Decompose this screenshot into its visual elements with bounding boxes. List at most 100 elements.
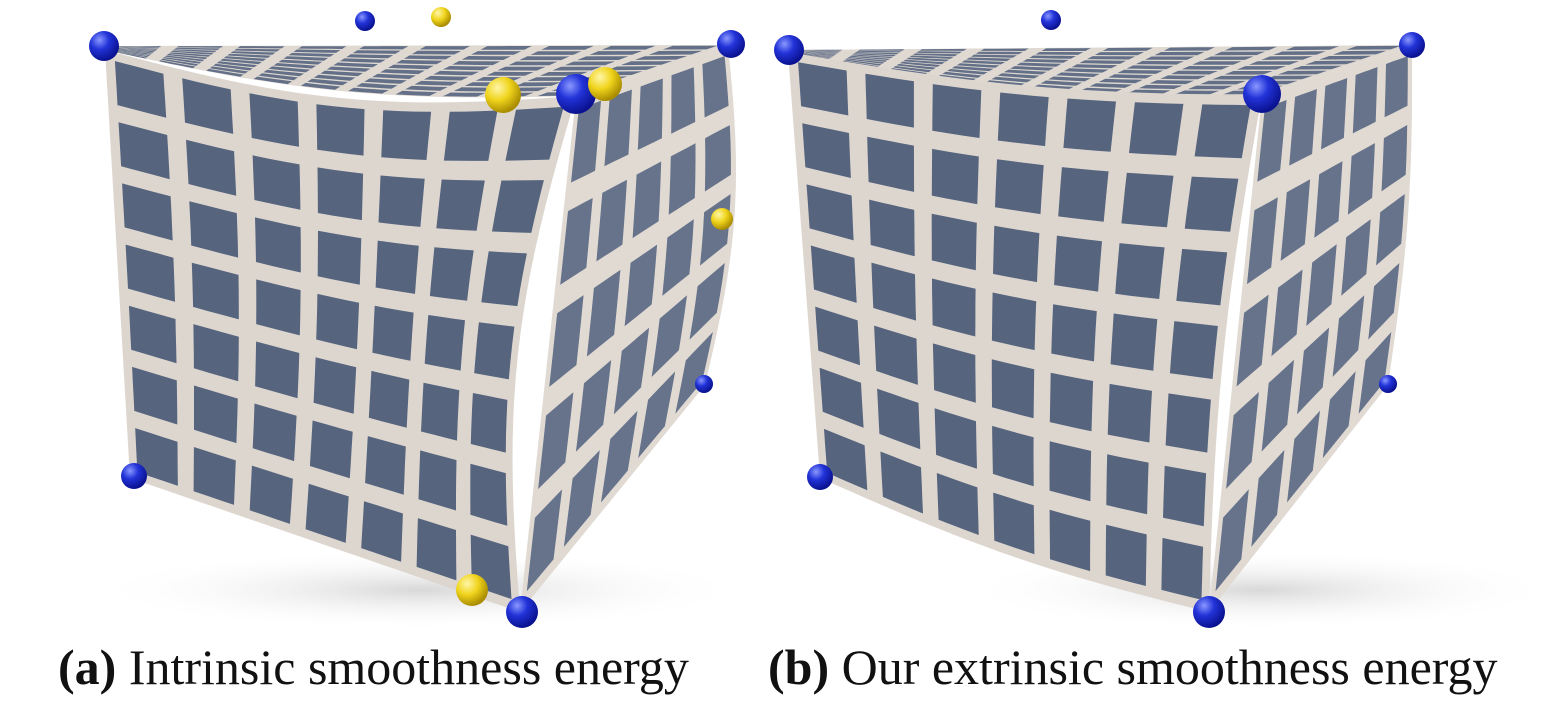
side-face (1209, 45, 1413, 612)
grid-tile (1049, 441, 1092, 502)
grid-tile (1145, 56, 1195, 60)
grid-tile (1035, 52, 1084, 55)
grid-tile (947, 69, 988, 75)
grid-tile (1341, 219, 1371, 296)
grid-tile (844, 59, 882, 66)
grid-tile (378, 175, 425, 227)
grid-tile (1332, 50, 1387, 55)
grid-tile (1289, 89, 1317, 166)
moved-handle (588, 67, 622, 101)
grid-tile (992, 425, 1034, 487)
grid-tile (317, 230, 362, 285)
grid-tile (375, 240, 419, 294)
grid-tile (442, 92, 486, 97)
handle-group (774, 10, 1425, 628)
grid-tile (115, 47, 158, 50)
grid-tile (112, 49, 150, 56)
grid-tile (1291, 65, 1342, 70)
grid-tile (189, 201, 239, 258)
grid-tile (931, 148, 979, 205)
grid-tile (607, 66, 658, 71)
grid-tile (853, 53, 896, 57)
grid-tile (1358, 332, 1392, 414)
grid-tile (452, 61, 501, 66)
grid-tile (234, 48, 281, 52)
grid-tile (1251, 450, 1285, 547)
face-shading (520, 45, 737, 612)
grid-tile (515, 82, 561, 87)
grid-tile (874, 325, 918, 385)
grid-tile (993, 492, 1035, 555)
grid-tile (252, 155, 301, 210)
fixed-handle (1243, 75, 1281, 113)
grid-tile (436, 179, 485, 231)
grid-tile (258, 73, 299, 81)
grid-tile (1236, 294, 1269, 387)
grid-tile (1187, 85, 1233, 90)
grid-tile (169, 52, 211, 57)
moved-handle (456, 574, 488, 606)
grid-tile (1184, 176, 1239, 232)
fixed-handle (717, 30, 745, 58)
grid-tile (1192, 61, 1242, 65)
fixed-handle (1193, 596, 1225, 628)
front-face (788, 52, 1262, 612)
grid-tile (474, 322, 515, 380)
grid-tile (586, 269, 621, 357)
grid-tile (671, 67, 696, 134)
grid-tile (932, 343, 976, 403)
grid-tile (956, 63, 1000, 68)
grid-tile (1058, 167, 1109, 222)
grid-tile (1108, 74, 1153, 79)
grid-tile (1089, 83, 1133, 88)
grid-tile (951, 66, 994, 72)
grid-tile (810, 245, 857, 303)
grid-tile (486, 71, 534, 76)
grid-tile (1200, 80, 1246, 85)
grid-tile (300, 82, 341, 90)
grid-tile (1003, 69, 1047, 75)
face-shading (1209, 45, 1413, 612)
grid-tile (1280, 179, 1311, 261)
grid-tile (313, 357, 357, 414)
grid-tile (519, 56, 570, 61)
grid-tile (1110, 313, 1158, 371)
grid-tile (424, 315, 465, 371)
fixed-handle (774, 35, 804, 65)
grid-tile (796, 50, 840, 53)
grid-tile (1261, 56, 1313, 60)
grid-tile (899, 61, 941, 67)
grid-tile (1010, 66, 1054, 71)
grid-tile (995, 159, 1044, 215)
grid-tile (942, 71, 982, 78)
grid-tile (877, 388, 921, 450)
grid-tile (293, 49, 341, 53)
grid-tile (1321, 78, 1348, 150)
grid-tile (175, 47, 220, 50)
grid-tile (1170, 70, 1218, 75)
grid-tile (163, 57, 202, 64)
grid-tile (648, 50, 703, 55)
grid-tile (651, 295, 687, 377)
grid-tile (471, 51, 522, 55)
grid-tile (128, 305, 177, 364)
grid-tile (429, 247, 474, 301)
grid-tile (849, 55, 891, 60)
grid-tile (1257, 100, 1287, 182)
grid-tile (1106, 454, 1149, 515)
grid-tile (796, 51, 839, 54)
cube-mesh (788, 45, 1413, 612)
grid-tile (906, 57, 950, 62)
grid-tile (1236, 66, 1286, 70)
grid-tile (253, 76, 292, 85)
grid-tile (346, 54, 394, 59)
grid-tile (847, 57, 888, 62)
panel-extrinsic: (b) Our extrinsic smoothness energy (760, 0, 1565, 717)
grid-tile (339, 58, 386, 63)
grid-tile (796, 51, 837, 55)
grid-tile (114, 47, 157, 51)
grid-tile (1165, 393, 1211, 453)
grid-tile (538, 392, 574, 490)
grid-tile (704, 125, 731, 192)
caption-a: (a) Intrinsic smoothness energy (58, 642, 689, 692)
